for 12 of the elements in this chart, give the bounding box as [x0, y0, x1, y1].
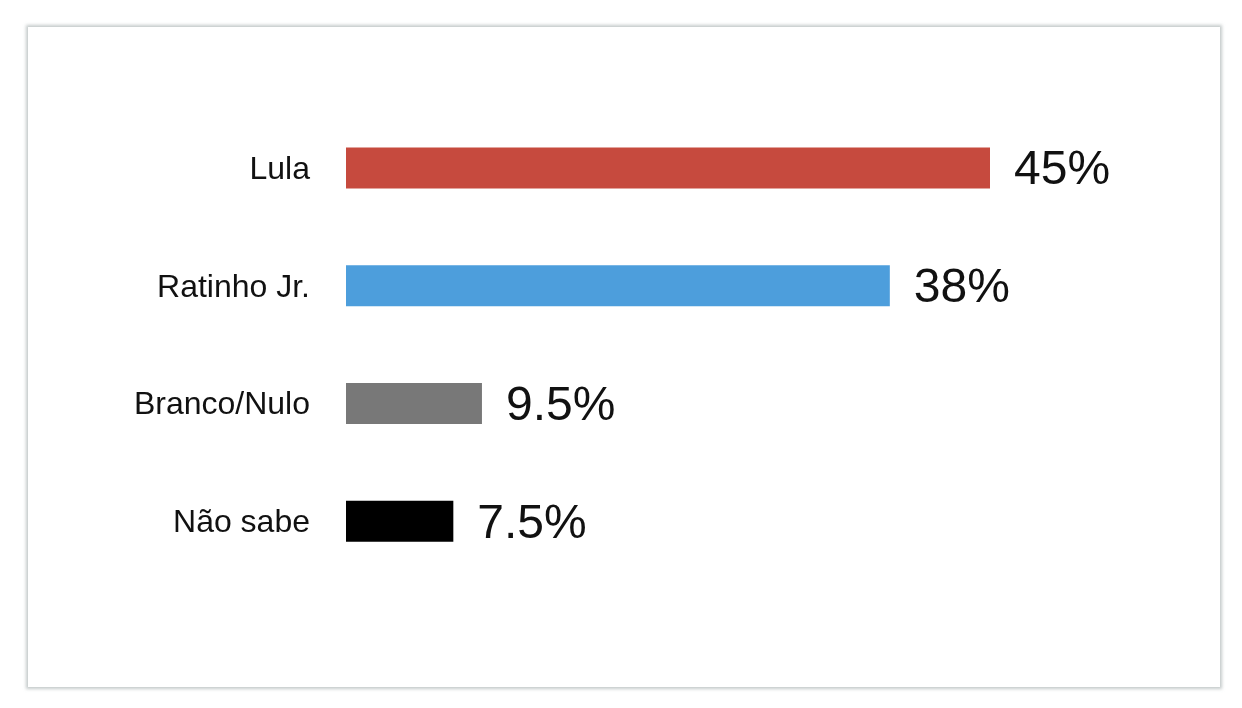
data-label: 45%	[1014, 141, 1111, 195]
bar	[346, 147, 990, 189]
bar	[346, 500, 454, 542]
bar	[346, 382, 482, 424]
bar	[346, 265, 890, 307]
y-tick-label: Branco/Nulo	[133, 385, 310, 422]
y-tick-label: Ratinho Jr.	[157, 267, 310, 304]
data-label: 38%	[913, 259, 1010, 313]
data-label: 7.5%	[477, 494, 587, 548]
y-tick-label: Não sabe	[173, 503, 310, 540]
data-label: 9.5%	[505, 376, 616, 430]
y-tick-label: Lula	[249, 149, 311, 186]
